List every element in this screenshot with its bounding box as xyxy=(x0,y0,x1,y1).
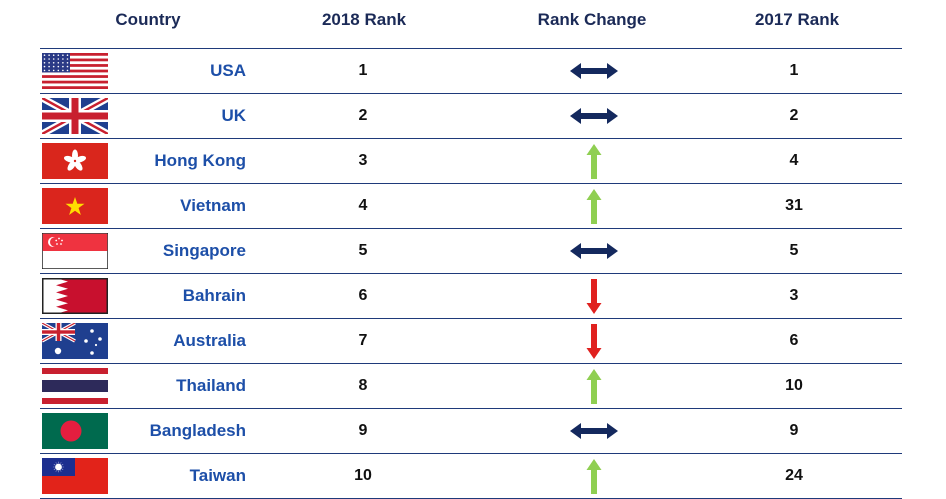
rank-2018-value: 7 xyxy=(358,332,368,349)
table-row: Australia 7 6 xyxy=(40,318,902,363)
down-arrow-icon xyxy=(564,274,624,318)
rank-2017-value: 2 xyxy=(789,107,799,124)
rank-2018-value: 8 xyxy=(358,377,368,394)
double-arrow-icon xyxy=(564,49,624,93)
header-country: Country xyxy=(115,10,181,29)
rank-2018-value: 4 xyxy=(358,197,368,214)
double-arrow-icon xyxy=(564,94,624,138)
country-name: Singapore xyxy=(162,241,246,260)
rank-2017-value: 31 xyxy=(785,197,803,214)
table-row: Bangladesh 9 9 xyxy=(40,408,902,453)
rank-2017-value: 4 xyxy=(789,152,799,169)
rank-2018-value: 10 xyxy=(354,467,372,484)
table-row: USA 1 1 xyxy=(40,48,902,93)
rank-2017-value: 3 xyxy=(789,287,799,304)
country-name: UK xyxy=(221,106,246,125)
australia-flag-icon xyxy=(42,323,108,359)
uk-flag-icon xyxy=(42,98,108,134)
taiwan-flag-icon xyxy=(42,458,108,494)
table-row: UK 2 2 xyxy=(40,93,902,138)
up-arrow-icon xyxy=(564,454,624,498)
down-arrow-icon xyxy=(564,319,624,363)
table-row: Hong Kong 3 4 xyxy=(40,138,902,183)
ranking-table: USA 1 1 UK 2 2 Hong Kong 3 4 Vietnam 4 31 Singapore 5… xyxy=(40,48,902,499)
up-arrow-icon xyxy=(564,364,624,408)
rank-2018-value: 6 xyxy=(358,287,368,304)
country-name: Taiwan xyxy=(189,466,246,485)
table-row: Thailand 8 10 xyxy=(40,363,902,408)
header-2018-rank: 2018 Rank xyxy=(321,10,407,29)
singapore-flag-icon xyxy=(42,233,108,269)
vietnam-flag-icon xyxy=(42,188,108,224)
rank-2018-value: 2 xyxy=(358,107,368,124)
usa-flag-icon xyxy=(42,53,108,89)
rank-2018-value: 9 xyxy=(358,422,368,439)
header-2017-rank: 2017 Rank xyxy=(754,10,840,29)
header-rank-change: Rank Change xyxy=(537,10,647,29)
hong-kong-flag-icon xyxy=(42,143,108,179)
country-name: Hong Kong xyxy=(154,151,246,170)
rank-2018-value: 3 xyxy=(358,152,368,169)
bahrain-flag-icon xyxy=(42,278,108,314)
rank-2017-value: 10 xyxy=(785,377,803,394)
country-name: Australia xyxy=(173,331,246,350)
thailand-flag-icon xyxy=(42,368,108,404)
country-name: Thailand xyxy=(176,376,246,395)
double-arrow-icon xyxy=(564,229,624,273)
rank-2018-value: 5 xyxy=(358,242,368,259)
rank-2017-value: 1 xyxy=(789,62,799,79)
table-row: Singapore 5 5 xyxy=(40,228,902,273)
table-row: Taiwan 10 24 xyxy=(40,453,902,499)
rank-2017-value: 6 xyxy=(789,332,799,349)
table-row: Vietnam 4 31 xyxy=(40,183,902,228)
rank-2018-value: 1 xyxy=(358,62,368,79)
country-name: Bangladesh xyxy=(149,421,246,440)
country-name: Vietnam xyxy=(180,196,246,215)
rank-2017-value: 5 xyxy=(789,242,799,259)
country-name: Bahrain xyxy=(182,286,246,305)
country-name: USA xyxy=(210,61,246,80)
table-row: Bahrain 6 3 xyxy=(40,273,902,318)
rank-2017-value: 9 xyxy=(789,422,799,439)
up-arrow-icon xyxy=(564,184,624,228)
rank-2017-value: 24 xyxy=(785,467,803,484)
double-arrow-icon xyxy=(564,409,624,453)
up-arrow-icon xyxy=(564,139,624,183)
bangladesh-flag-icon xyxy=(42,413,108,449)
